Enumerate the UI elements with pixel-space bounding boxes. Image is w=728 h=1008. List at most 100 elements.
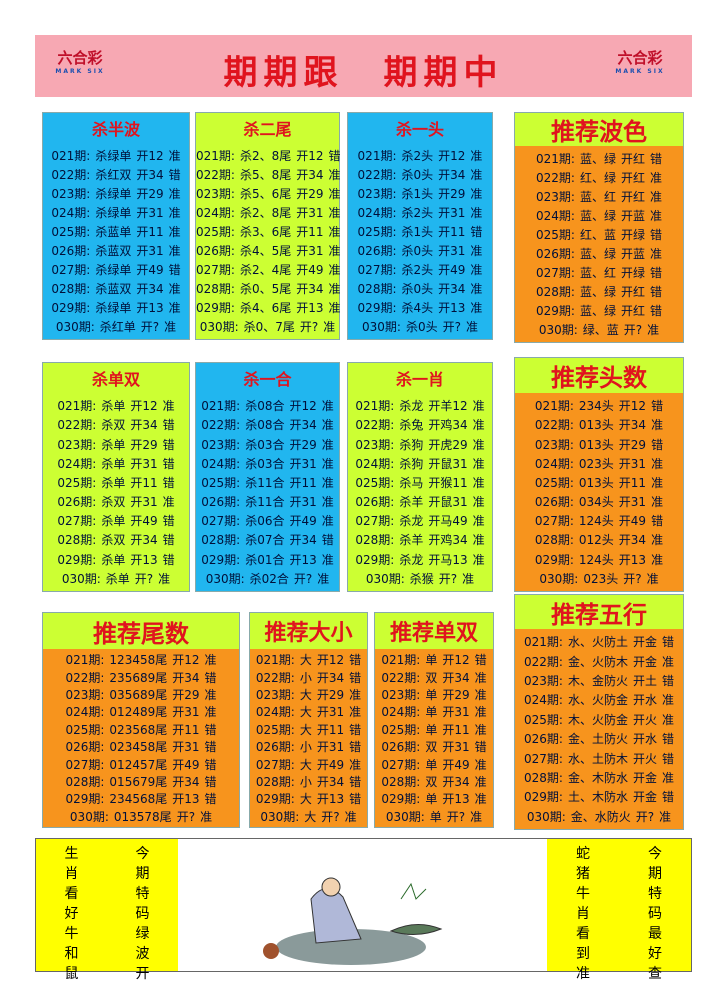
pick: 红、绿 bbox=[579, 171, 616, 185]
verse-char: 查 bbox=[648, 966, 662, 982]
result: 开? bbox=[438, 571, 458, 586]
verdict: 准 bbox=[465, 320, 478, 334]
result: 开31 bbox=[316, 705, 345, 720]
verdict: 准 bbox=[647, 323, 660, 337]
rock bbox=[276, 929, 426, 965]
result: 开34 bbox=[442, 774, 470, 789]
issue: 026期: bbox=[196, 244, 235, 258]
result: 开31 bbox=[130, 456, 158, 471]
verdict: 准 bbox=[472, 495, 485, 510]
panel: 杀半波 021期: 杀绿单 开12 准 022期: 杀红双 开34 错 023期: 杀绿单 开29 准 0… bbox=[42, 112, 190, 340]
verse-char: 牛 bbox=[576, 886, 590, 902]
verdict: 准 bbox=[204, 688, 217, 703]
result: 开12 bbox=[442, 653, 470, 668]
pick: 杀0头 bbox=[401, 244, 434, 258]
right-verse: 蛇猪牛肖看到准 今期特码最好查 bbox=[547, 839, 691, 982]
verse-char: 鼠 bbox=[64, 966, 79, 982]
pick: 034头 bbox=[578, 495, 614, 510]
result: 开49 bbox=[172, 757, 200, 772]
verdict: 准 bbox=[328, 187, 341, 201]
pick: 大 bbox=[304, 809, 317, 824]
issue: 029期: bbox=[51, 301, 91, 315]
result: 开49 bbox=[136, 263, 164, 277]
panel-title: 杀一肖 bbox=[348, 363, 492, 393]
result: 开? bbox=[442, 320, 461, 334]
result: 开11 bbox=[296, 225, 324, 239]
issue: 025期: bbox=[57, 475, 97, 490]
issue: 026期: bbox=[524, 732, 563, 747]
panel-body: 021期: 水、火防土 开金错 022期: 金、火防木 开金准 023期: 木、金防火 开土错 0… bbox=[515, 629, 683, 829]
issue: 021期: bbox=[201, 399, 241, 414]
record-row: 030期: 单开? 准 bbox=[375, 808, 493, 825]
panel-body: 021期: 蓝、绿 开红错 022期: 红、绿 开红准 023期: 蓝、红 开红准 024期: 蓝、… bbox=[515, 146, 683, 342]
record-row: 022期: 金、火防木 开金准 bbox=[515, 653, 683, 670]
pick: 双 bbox=[425, 740, 438, 755]
pick: 杀单 bbox=[101, 552, 126, 567]
verdict: 准 bbox=[321, 552, 334, 567]
record-row: 023期: 035689尾 开29 准 bbox=[43, 686, 239, 703]
verdict: 准 bbox=[168, 206, 181, 220]
issue: 021期: bbox=[536, 152, 575, 166]
verdict: 错 bbox=[162, 456, 175, 471]
verdict: 错 bbox=[162, 475, 175, 490]
panel: 推荐尾数 021期: 123458尾 开12 准 022期: 235689尾 开34 错 023期… bbox=[42, 612, 240, 828]
result: 开31 bbox=[136, 244, 164, 258]
verdict: 准 bbox=[323, 320, 336, 334]
verdict: 错 bbox=[162, 533, 175, 548]
panel-title: 推荐五行 bbox=[515, 595, 683, 629]
result: 开12 bbox=[296, 149, 324, 163]
pick: 023568尾 bbox=[109, 722, 168, 737]
verdict: 错 bbox=[162, 552, 175, 567]
pick: 杀4、5尾 bbox=[239, 244, 292, 258]
record-row: 023期: 杀狗 开虎29 准 bbox=[348, 436, 492, 453]
result: 开31 bbox=[442, 740, 470, 755]
pick: 小 bbox=[299, 740, 312, 755]
issue: 028期: bbox=[536, 285, 575, 299]
pick: 金、火防木 bbox=[567, 654, 628, 669]
pick: 杀2、8尾 bbox=[239, 206, 292, 220]
verse-char: 特 bbox=[648, 886, 662, 902]
illustration bbox=[263, 877, 443, 965]
verdict: 错 bbox=[321, 533, 334, 548]
record-row: 021期: 杀龙 开羊12 准 bbox=[348, 397, 492, 414]
verse-char: 看 bbox=[64, 886, 79, 902]
issue: 026期: bbox=[357, 244, 397, 258]
verdict: 准 bbox=[470, 282, 483, 296]
verdict: 错 bbox=[649, 152, 662, 166]
verdict: 准 bbox=[649, 209, 662, 223]
verse-char: 生 bbox=[64, 846, 79, 862]
result: 开11 bbox=[438, 225, 466, 239]
issue: 024期: bbox=[355, 456, 395, 471]
pick: 杀06合 bbox=[245, 514, 285, 529]
verdict: 准 bbox=[651, 456, 664, 471]
verdict: 错 bbox=[661, 790, 674, 805]
pick: 杀红单 bbox=[99, 320, 136, 334]
result: 开红 bbox=[620, 304, 645, 318]
verse-char: 波 bbox=[135, 946, 150, 962]
issue: 022期: bbox=[51, 168, 91, 182]
result: 开红 bbox=[620, 285, 645, 299]
result: 开49 bbox=[296, 263, 324, 277]
verdict: 准 bbox=[474, 792, 487, 807]
result: 开12 bbox=[316, 653, 345, 668]
result: 开土 bbox=[632, 674, 657, 689]
record-row: 024期: 水、火防金 开水准 bbox=[515, 691, 683, 708]
verse-column: 今期特码最好查 bbox=[648, 843, 662, 982]
result: 开29 bbox=[438, 187, 466, 201]
issue: 027期: bbox=[355, 514, 395, 529]
result: 开34 bbox=[438, 168, 466, 182]
record-row: 024期: 杀绿单 开31 准 bbox=[43, 204, 189, 221]
verdict: 准 bbox=[470, 244, 483, 258]
verdict: 准 bbox=[349, 688, 362, 703]
result: 开? bbox=[140, 320, 160, 334]
result: 开金 bbox=[632, 790, 657, 805]
record-row: 026期: 杀11合 开31 准 bbox=[196, 493, 339, 510]
pick: 土、木防水 bbox=[567, 790, 628, 805]
issue: 027期: bbox=[524, 751, 563, 766]
verdict: 准 bbox=[470, 149, 483, 163]
pick: 蓝、红 bbox=[579, 266, 616, 280]
result: 开13 bbox=[172, 792, 200, 807]
pick: 124头 bbox=[578, 552, 614, 567]
verdict: 错 bbox=[168, 263, 181, 277]
pick: 杀马 bbox=[399, 475, 424, 490]
